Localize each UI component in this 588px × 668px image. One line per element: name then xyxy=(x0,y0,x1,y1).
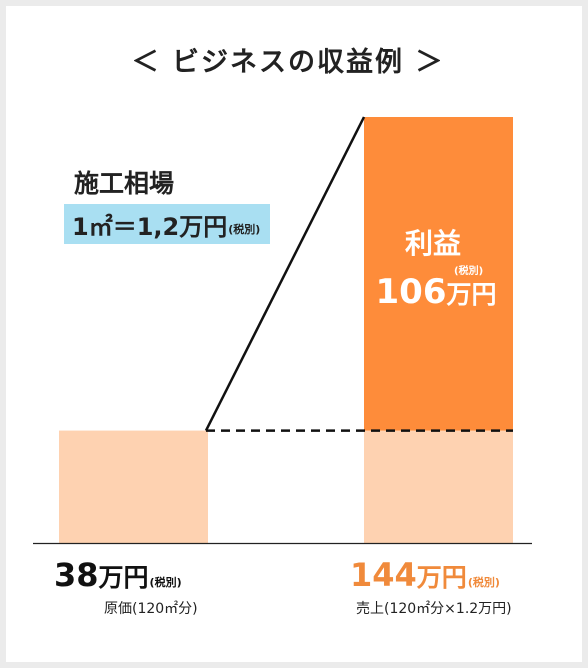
profit-value-label: 106万円 xyxy=(371,272,501,312)
slope-connector-line xyxy=(204,116,366,432)
bar-cost xyxy=(59,430,208,543)
profit-value: 106 xyxy=(375,272,447,312)
page-title: ＜ ビジネスの収益例 ＞ xyxy=(131,47,445,78)
cost-category-label: 原価(120㎡分) xyxy=(104,601,198,617)
fee-title: 施工相場 xyxy=(74,169,175,198)
fee-rate-text: 1㎡＝1,2万円 xyxy=(72,212,228,241)
cost-unit: 万円 xyxy=(98,563,149,592)
profit-tax-note: (税別) xyxy=(454,266,484,277)
profit-unit: 万円 xyxy=(446,280,497,309)
fee-rate-box: 1㎡＝1,2万円 (税別) xyxy=(64,204,271,244)
profit-label: 利益 xyxy=(404,227,461,260)
sales-value: 144 xyxy=(350,556,417,594)
sales-tax-note: (税別) xyxy=(467,576,500,589)
cost-tax-note: (税別) xyxy=(149,576,182,589)
cost-value-label: 38万円(税別) xyxy=(54,556,182,594)
bar-sales-base xyxy=(364,430,513,543)
sales-unit: 万円 xyxy=(416,563,467,592)
cost-value: 38 xyxy=(54,556,99,594)
fee-tax-note: (税別) xyxy=(228,223,261,236)
sales-value-label: 144万円(税別) xyxy=(350,556,500,594)
bar-profit xyxy=(364,117,513,431)
sales-category-label: 売上(120㎡分×1.2万円) xyxy=(356,601,512,617)
